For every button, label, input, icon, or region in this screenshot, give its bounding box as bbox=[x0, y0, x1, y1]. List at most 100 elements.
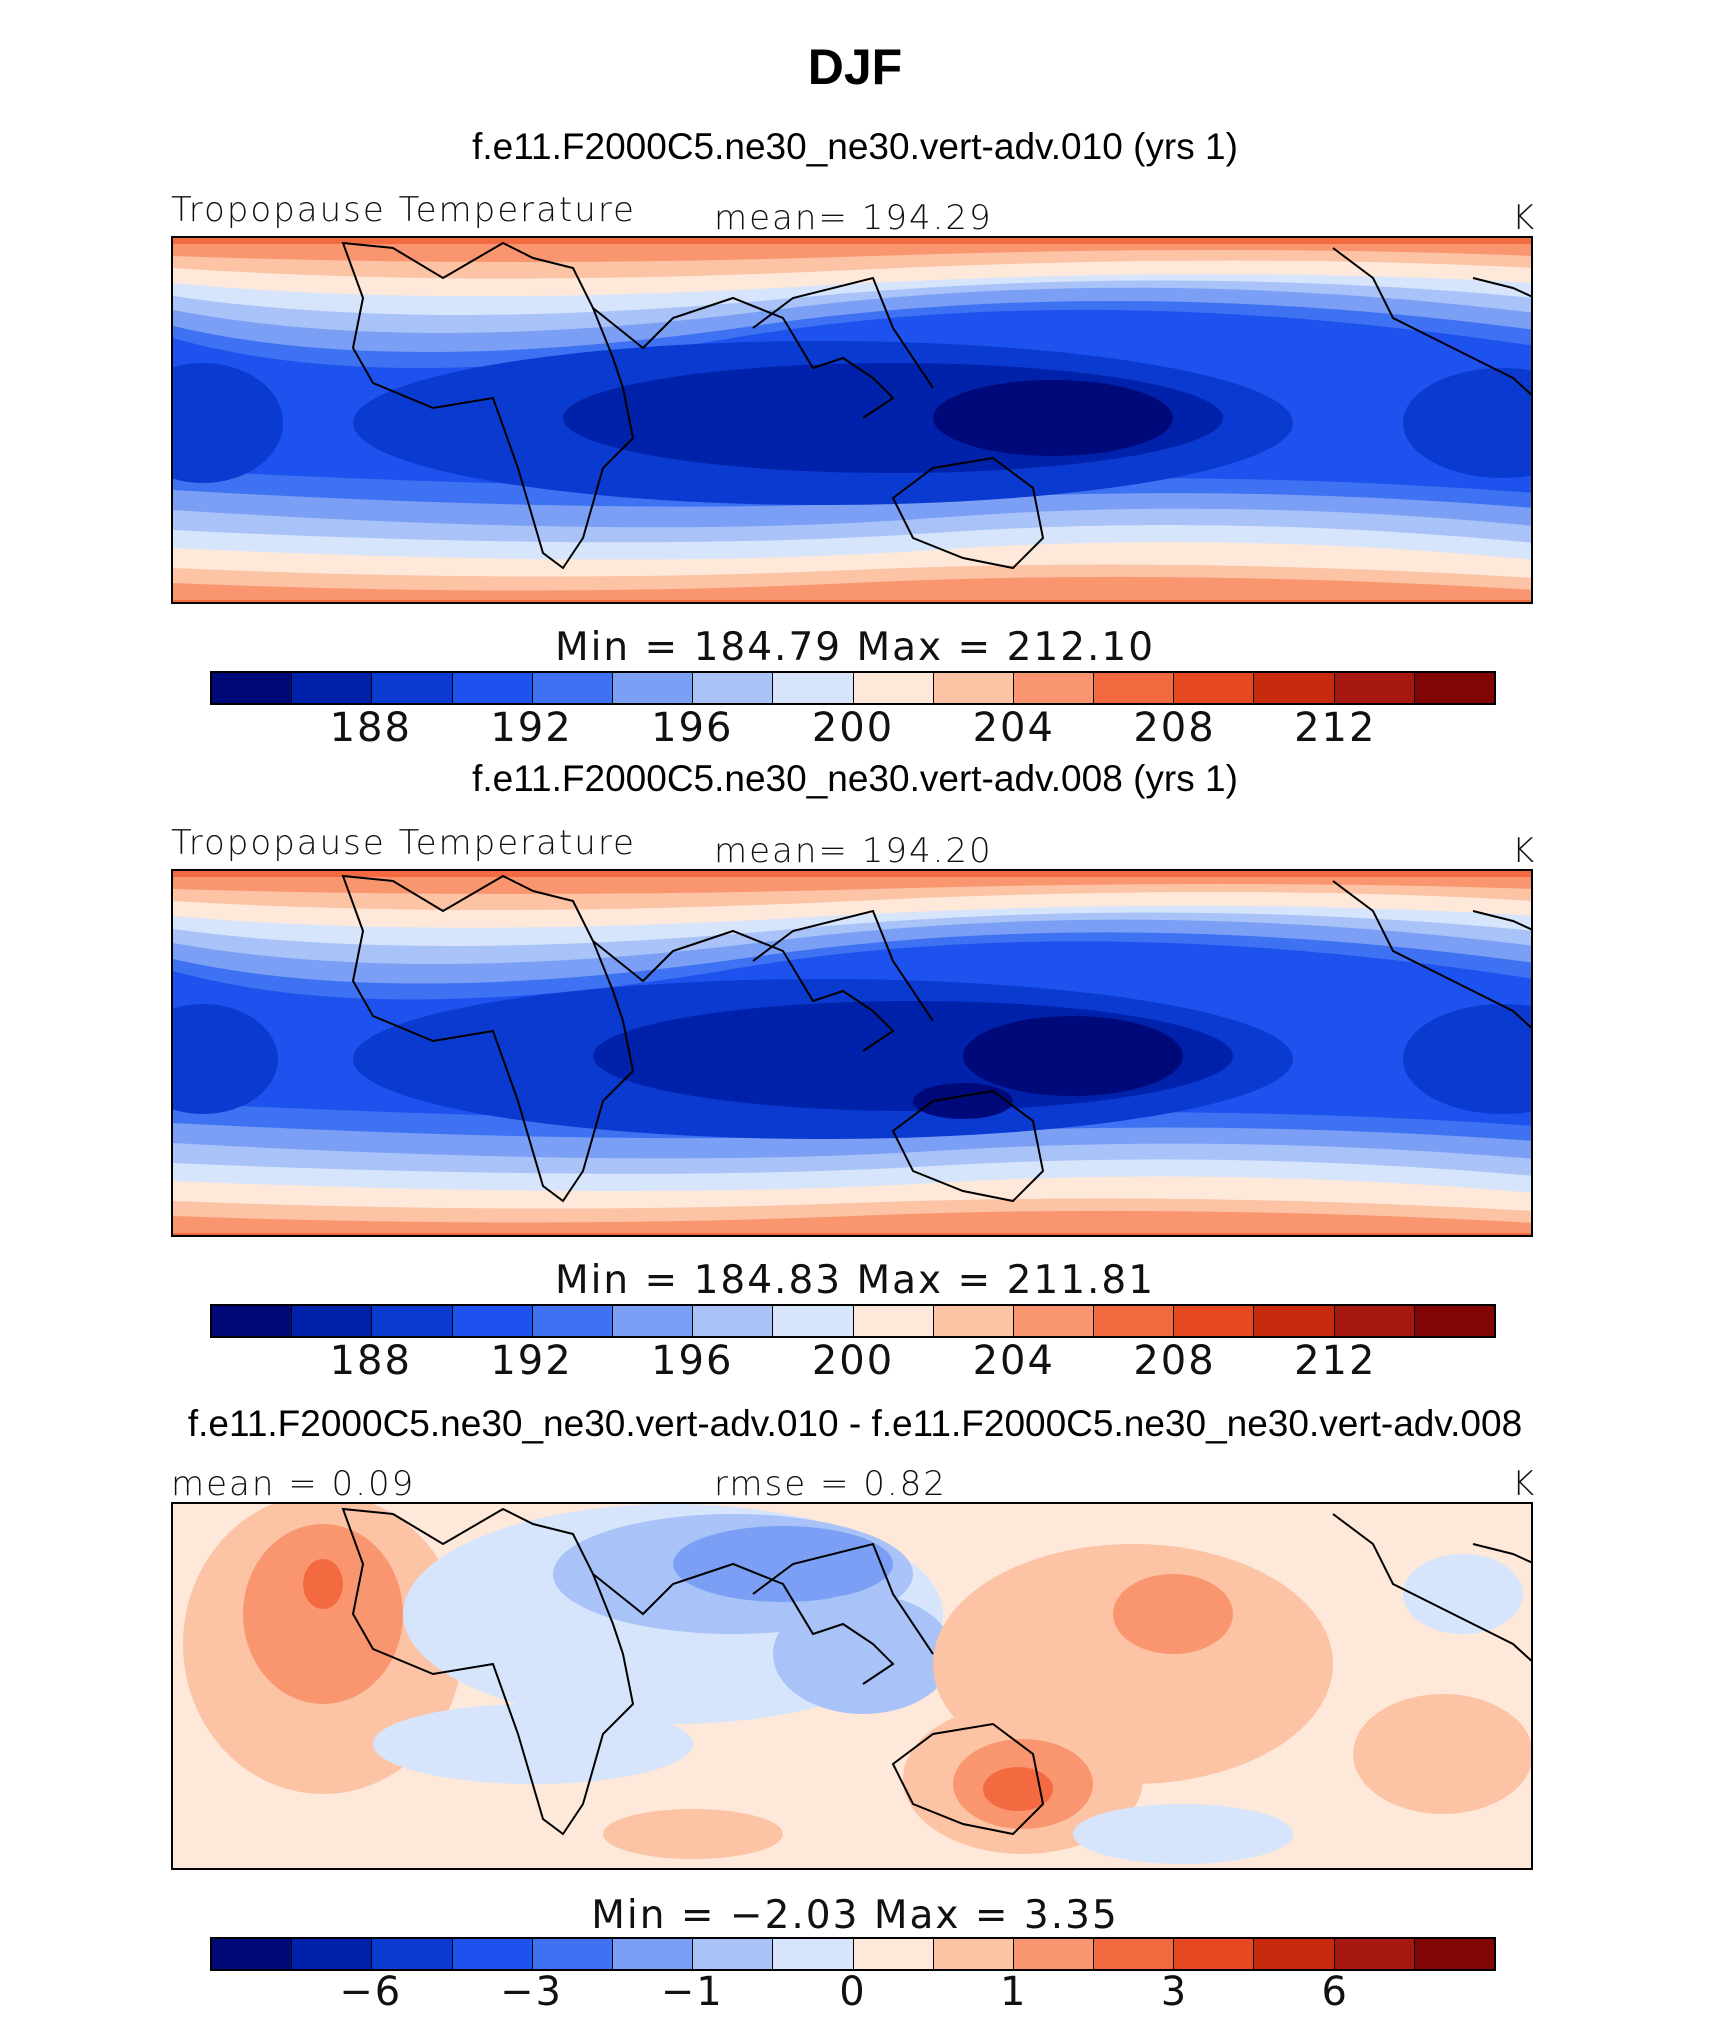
colorbar-tick-label: −1 bbox=[660, 1969, 724, 2015]
colorbar-box bbox=[933, 673, 1014, 703]
panel-1-minmax-stats: Min = 184.79 Max = 212.10 bbox=[554, 625, 1156, 670]
colorbar-tick-label: 204 bbox=[972, 705, 1055, 751]
panel-1-units-label: K bbox=[1512, 198, 1537, 238]
colorbar-box bbox=[452, 1306, 533, 1336]
colorbar-box bbox=[1334, 1306, 1415, 1336]
panel-2-units-label: K bbox=[1512, 831, 1537, 871]
panel-2-coastlines bbox=[341, 874, 1531, 1203]
colorbar-tick-label: 6 bbox=[1321, 1969, 1349, 2015]
colorbar-box bbox=[612, 1306, 694, 1336]
colorbar-box bbox=[773, 1306, 854, 1336]
colorbar-box bbox=[1254, 1306, 1335, 1336]
panel-3-colorbar bbox=[210, 1937, 1496, 1971]
panel-1-colorbar bbox=[210, 671, 1496, 705]
colorbar-box bbox=[1174, 1306, 1255, 1336]
colorbar-tick-label: 196 bbox=[651, 1338, 734, 1384]
colorbar-box bbox=[532, 673, 613, 703]
colorbar-box bbox=[292, 673, 373, 703]
panel-1-mean-label: mean= 194.29 bbox=[714, 198, 993, 238]
colorbar-box bbox=[612, 673, 694, 703]
colorbar-tick-label: 196 bbox=[651, 705, 734, 751]
colorbar-box bbox=[372, 1939, 453, 1969]
panel-2-colorbar-ticks: 188 192 196 200 204 208 212 bbox=[210, 1338, 1496, 1388]
panel-1-colorbar-ticks: 188 192 196 200 204 208 212 bbox=[210, 705, 1496, 755]
colorbar-box bbox=[612, 1939, 694, 1969]
panel-2-temperature-field bbox=[173, 871, 1531, 1235]
colorbar-box bbox=[693, 1939, 774, 1969]
colorbar-box bbox=[1013, 1939, 1095, 1969]
panel-3-mean-label: mean = 0.09 bbox=[171, 1464, 416, 1504]
colorbar-box bbox=[372, 673, 453, 703]
colorbar-tick-label: 192 bbox=[490, 705, 573, 751]
panel-2-case-title: f.e11.F2000C5.ne30_ne30.vert-adv.008 (yr… bbox=[472, 758, 1238, 799]
colorbar-box bbox=[693, 673, 774, 703]
panel-3-map-svg bbox=[173, 1504, 1531, 1868]
panel-1-map bbox=[171, 236, 1533, 604]
colorbar-box bbox=[1334, 1939, 1415, 1969]
colorbar-tick-label: 3 bbox=[1160, 1969, 1189, 2015]
colorbar-tick-label: 212 bbox=[1294, 705, 1377, 751]
colorbar-box bbox=[212, 1306, 293, 1336]
colorbar-box bbox=[853, 1306, 934, 1336]
panel-2-map-svg bbox=[173, 871, 1531, 1235]
colorbar-box bbox=[1414, 1306, 1494, 1336]
panel-3-coastlines bbox=[341, 1507, 1531, 1836]
panel-1-case-title: f.e11.F2000C5.ne30_ne30.vert-adv.010 (yr… bbox=[472, 126, 1238, 167]
colorbar-box bbox=[292, 1939, 373, 1969]
panel-2-colorbar bbox=[210, 1304, 1496, 1338]
colorbar-box bbox=[452, 1939, 533, 1969]
colorbar-tick-label: 208 bbox=[1133, 705, 1216, 751]
figure-title: DJF bbox=[807, 39, 903, 95]
colorbar-box bbox=[372, 1306, 453, 1336]
colorbar-box bbox=[1414, 673, 1494, 703]
panel-2-mean-label: mean= 194.20 bbox=[714, 831, 993, 871]
colorbar-tick-label: 192 bbox=[490, 1338, 573, 1384]
colorbar-box bbox=[1254, 673, 1335, 703]
colorbar-tick-label: 188 bbox=[329, 705, 412, 751]
colorbar-tick-label: 1 bbox=[1000, 1969, 1028, 2015]
panel-2-variable-label: Tropopause Temperature bbox=[171, 823, 636, 863]
colorbar-tick-label: 212 bbox=[1294, 1338, 1377, 1384]
colorbar-tick-label: −6 bbox=[339, 1969, 403, 2015]
colorbar-box bbox=[1334, 673, 1415, 703]
panel-3-difference-field bbox=[173, 1504, 1531, 1868]
colorbar-tick-label: 188 bbox=[329, 1338, 412, 1384]
colorbar-box bbox=[532, 1939, 613, 1969]
panel-2-minmax-stats: Min = 184.83 Max = 211.81 bbox=[554, 1258, 1156, 1303]
colorbar-box bbox=[212, 673, 293, 703]
colorbar-box bbox=[1013, 1306, 1095, 1336]
colorbar-box bbox=[292, 1306, 373, 1336]
colorbar-box bbox=[1013, 673, 1095, 703]
colorbar-box bbox=[933, 1939, 1014, 1969]
colorbar-box bbox=[1254, 1939, 1335, 1969]
panel-1-variable-label: Tropopause Temperature bbox=[171, 190, 636, 230]
colorbar-box bbox=[452, 673, 533, 703]
panel-3-colorbar-ticks: −6 −3 −1 0 1 3 6 bbox=[210, 1969, 1496, 2019]
colorbar-box bbox=[773, 1939, 854, 1969]
colorbar-box bbox=[1174, 673, 1255, 703]
colorbar-box bbox=[773, 673, 854, 703]
colorbar-box bbox=[853, 673, 934, 703]
panel-3-minmax-stats: Min = −2.03 Max = 3.35 bbox=[591, 1893, 1119, 1938]
colorbar-box bbox=[532, 1306, 613, 1336]
panel-3-map bbox=[171, 1502, 1533, 1870]
colorbar-tick-label: 200 bbox=[811, 1338, 895, 1384]
colorbar-tick-label: 208 bbox=[1133, 1338, 1216, 1384]
colorbar-tick-label: 204 bbox=[972, 1338, 1055, 1384]
colorbar-box bbox=[1094, 673, 1175, 703]
colorbar-box bbox=[1414, 1939, 1494, 1969]
colorbar-box bbox=[212, 1939, 293, 1969]
panel-3-rmse-label: rmse = 0.82 bbox=[714, 1464, 947, 1504]
panel-1-coastlines bbox=[341, 241, 1531, 570]
panel-3-case-title: f.e11.F2000C5.ne30_ne30.vert-adv.010 - f… bbox=[187, 1403, 1523, 1444]
colorbar-box bbox=[1094, 1306, 1175, 1336]
colorbar-box bbox=[693, 1306, 774, 1336]
colorbar-tick-label: 200 bbox=[811, 705, 895, 751]
colorbar-box bbox=[933, 1306, 1014, 1336]
panel-1-map-svg bbox=[173, 238, 1531, 602]
colorbar-box bbox=[1174, 1939, 1255, 1969]
panel-3-units-label: K bbox=[1512, 1464, 1537, 1504]
colorbar-tick-label: −3 bbox=[500, 1969, 563, 2015]
colorbar-box bbox=[853, 1939, 934, 1969]
colorbar-box bbox=[1094, 1939, 1175, 1969]
